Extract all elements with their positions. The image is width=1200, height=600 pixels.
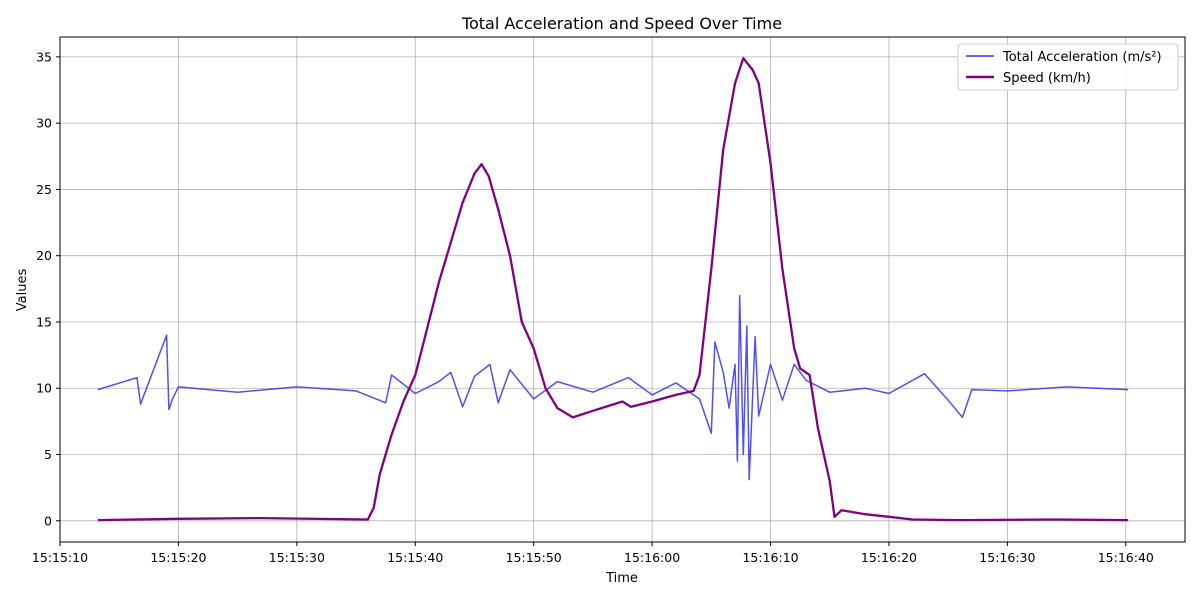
y-tick-label: 25 [36, 182, 52, 197]
y-axis: 0 5 10 15 20 25 30 35 [36, 49, 60, 528]
x-tick-label: 15:15:10 [32, 550, 88, 565]
x-tick-label: 15:16:20 [861, 550, 917, 565]
y-tick-label: 15 [36, 314, 52, 329]
legend-box [957, 43, 1179, 91]
y-tick-label: 35 [36, 49, 52, 64]
plot-frame [59, 36, 1186, 543]
x-tick-label: 15:15:30 [269, 550, 325, 565]
legend: Total Acceleration (m/s²) Speed (km/h) [957, 43, 1179, 91]
x-tick-label: 15:16:00 [624, 550, 680, 565]
acceleration-line [97, 294, 1129, 481]
chart-title: Total Acceleration and Speed Over Time [461, 14, 782, 33]
legend-label-speed: Speed (km/h) [1003, 71, 1091, 86]
x-axis: 15:15:10 15:15:20 15:15:30 15:15:40 15:15:50… [32, 542, 1154, 565]
y-tick-label: 5 [44, 447, 52, 462]
x-tick-label: 15:15:40 [387, 550, 443, 565]
x-axis-label: Time [605, 571, 638, 586]
y-tick-label: 20 [36, 248, 52, 263]
x-tick-label: 15:16:10 [742, 550, 798, 565]
speed-line [97, 57, 1129, 522]
y-tick-label: 0 [44, 513, 52, 528]
legend-label-acceleration: Total Acceleration (m/s²) [1002, 50, 1162, 65]
x-tick-label: 15:16:30 [979, 550, 1035, 565]
x-tick-label: 15:15:20 [150, 550, 206, 565]
series-layer [97, 57, 1129, 522]
x-tick-label: 15:15:50 [506, 550, 562, 565]
x-tick-label: 15:16:40 [1098, 550, 1154, 565]
y-tick-label: 10 [36, 381, 52, 396]
y-tick-label: 30 [36, 116, 52, 131]
y-axis-label: Values [15, 269, 30, 312]
